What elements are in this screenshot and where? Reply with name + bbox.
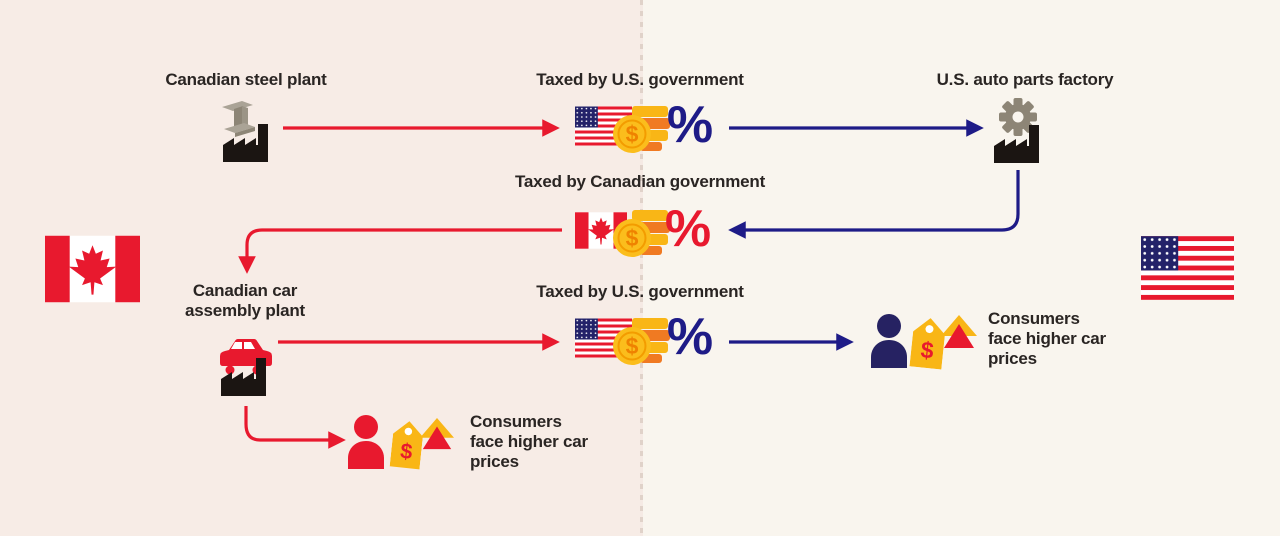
steel-beam-icon (222, 101, 255, 137)
percent-icon: % (664, 200, 712, 258)
auto-parts-factory-icon (994, 98, 1039, 163)
consumers-right-label: Consumers face higher car prices (988, 309, 1106, 369)
arrow-cantax-to-carplant (238, 228, 562, 274)
tax-us-first-label: Taxed by U.S. government (536, 70, 744, 89)
auto-parts-factory-label: U.S. auto parts factory (936, 70, 1114, 89)
percent-icon: % (666, 96, 714, 154)
tax-canadian-label: Taxed by Canadian government (514, 172, 766, 191)
price-up-arrow-icon (941, 315, 977, 348)
arrow-autoparts-to-cantax (728, 170, 1020, 239)
consumers-left-label: Consumers face higher car prices (470, 412, 588, 472)
car-assembly-plant-icon (220, 339, 272, 396)
person-icon (348, 415, 384, 469)
person-icon (871, 314, 907, 368)
arrow-carplant-to-consumers (244, 406, 346, 449)
car-assembly-plant-label: Canadian car assembly plant (184, 281, 306, 321)
steel-plant-label: Canadian steel plant (165, 70, 327, 89)
gear-icon (999, 98, 1037, 136)
torn-divider (640, 0, 643, 536)
steel-plant-icon (222, 101, 268, 162)
price-up-arrow-icon (420, 417, 454, 450)
percent-icon: % (666, 308, 714, 366)
tax-us-second-label: Taxed by U.S. government (536, 282, 744, 301)
